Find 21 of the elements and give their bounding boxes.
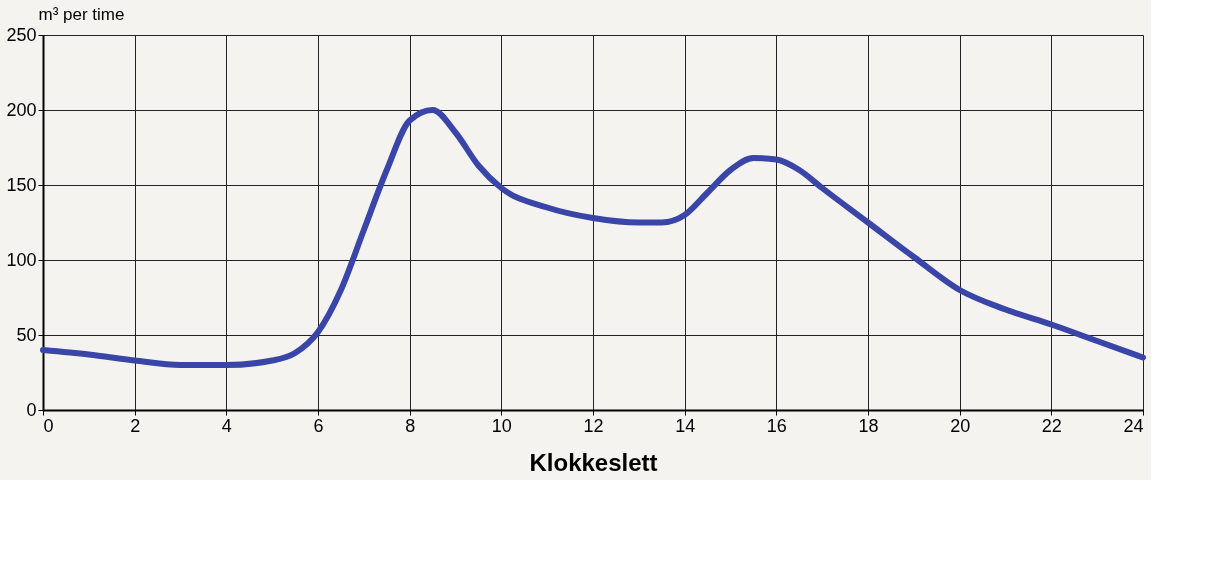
y-tick-label: 250: [6, 24, 37, 45]
y-tick-label: 50: [16, 324, 37, 345]
x-tick-label: 20: [950, 415, 971, 436]
x-tick-label: 0: [43, 415, 54, 436]
x-tick-label: 24: [1123, 415, 1144, 436]
x-tick-label: 22: [1041, 415, 1062, 436]
x-tick-label: 2: [130, 415, 141, 436]
x-tick-label: 18: [858, 415, 879, 436]
x-axis-title: Klokkeslett: [529, 448, 658, 476]
y-tick-label: 100: [6, 249, 37, 270]
y-tick-label: 0: [26, 399, 37, 420]
x-tick-label: 4: [221, 415, 232, 436]
y-tick-label: 150: [6, 174, 37, 195]
x-tick-label: 10: [491, 415, 512, 436]
x-tick-label: 6: [313, 415, 324, 436]
x-tick-label: 12: [583, 415, 604, 436]
x-tick-label: 16: [766, 415, 787, 436]
y-tick-label: 200: [6, 99, 37, 120]
x-tick-label: 8: [405, 415, 416, 436]
x-tick-label: 14: [675, 415, 696, 436]
y-axis-title: m³ per time: [38, 4, 125, 24]
